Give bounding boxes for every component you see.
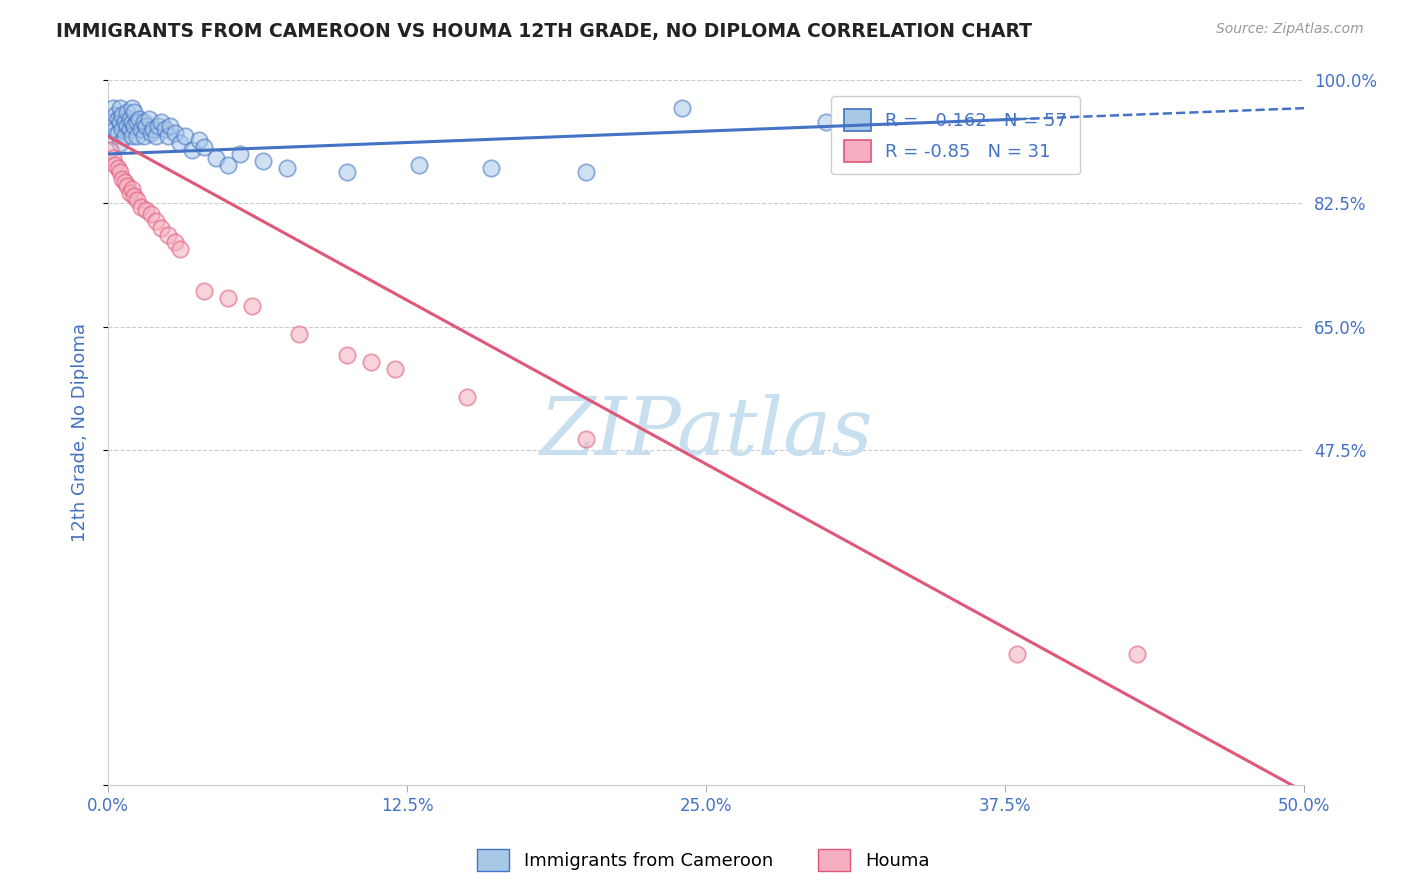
Point [169, 136, 191, 151]
Point [101, 101, 124, 115]
Point [145, 214, 167, 228]
Point [1005, 108, 1028, 122]
Point [107, 126, 129, 140]
Point [169, 242, 191, 256]
Point [101, 129, 124, 144]
Point [360, 355, 382, 369]
Point [456, 390, 478, 404]
Point [132, 129, 155, 144]
Point [135, 203, 157, 218]
Point [111, 171, 134, 186]
Legend: Immigrants from Cameroon, Houma: Immigrants from Cameroon, Houma [470, 842, 936, 879]
Point [114, 115, 136, 129]
Point [121, 182, 143, 196]
Point [228, 147, 250, 161]
Legend: R =   0.162   N = 57, R = -0.85   N = 31: R = 0.162 N = 57, R = -0.85 N = 31 [831, 96, 1080, 175]
Point [135, 119, 157, 133]
Point [100, 115, 122, 129]
Point [125, 115, 148, 129]
Point [104, 122, 127, 136]
Point [104, 157, 127, 171]
Text: Source: ZipAtlas.com: Source: ZipAtlas.com [1216, 22, 1364, 37]
Point [111, 108, 134, 122]
Point [131, 122, 153, 136]
Point [240, 298, 263, 312]
Point [108, 164, 131, 178]
Point [145, 129, 167, 144]
Point [118, 122, 141, 136]
Point [204, 151, 226, 165]
Point [124, 189, 146, 203]
Point [814, 115, 837, 129]
Point [193, 285, 215, 299]
Point [276, 161, 298, 175]
Point [114, 129, 136, 144]
Point [121, 101, 143, 115]
Point [671, 101, 693, 115]
Point [139, 207, 162, 221]
Point [124, 104, 146, 119]
Point [125, 129, 148, 144]
Point [479, 161, 502, 175]
Point [217, 157, 239, 171]
Point [108, 101, 131, 115]
Point [101, 151, 124, 165]
Point [155, 122, 177, 136]
Point [217, 292, 239, 306]
Point [149, 115, 172, 129]
Point [575, 433, 598, 447]
Point [163, 235, 186, 249]
Point [115, 178, 138, 193]
Point [115, 104, 138, 119]
Point [108, 115, 131, 129]
Point [288, 326, 311, 341]
Text: ZIPatlas: ZIPatlas [540, 393, 873, 471]
Point [128, 112, 150, 126]
Point [118, 186, 141, 200]
Point [107, 161, 129, 175]
Point [118, 112, 141, 126]
Point [121, 129, 143, 144]
Text: IMMIGRANTS FROM CAMEROON VS HOUMA 12TH GRADE, NO DIPLOMA CORRELATION CHART: IMMIGRANTS FROM CAMEROON VS HOUMA 12TH G… [56, 22, 1032, 41]
Point [104, 108, 127, 122]
Point [132, 115, 155, 129]
Point [1005, 648, 1028, 662]
Point [111, 122, 134, 136]
Point [159, 119, 181, 133]
Point [107, 112, 129, 126]
Point [139, 126, 162, 140]
Point [124, 119, 146, 133]
Y-axis label: 12th Grade, No Diploma: 12th Grade, No Diploma [72, 323, 89, 541]
Point [173, 129, 195, 144]
Point [336, 348, 359, 362]
Point [336, 164, 359, 178]
Point [1125, 648, 1147, 662]
Point [156, 227, 179, 242]
Point [142, 122, 165, 136]
Point [115, 119, 138, 133]
Point [384, 362, 406, 376]
Point [121, 115, 143, 129]
Point [575, 164, 598, 178]
Point [187, 133, 209, 147]
Point [114, 175, 136, 189]
Point [148, 119, 170, 133]
Point [131, 200, 153, 214]
Point [408, 157, 430, 171]
Point [163, 126, 186, 140]
Point [180, 144, 202, 158]
Point [252, 154, 274, 169]
Point [108, 136, 131, 151]
Point [100, 144, 122, 158]
Point [156, 129, 179, 144]
Point [193, 140, 215, 154]
Point [149, 221, 172, 235]
Point [125, 193, 148, 207]
Point [138, 112, 160, 126]
